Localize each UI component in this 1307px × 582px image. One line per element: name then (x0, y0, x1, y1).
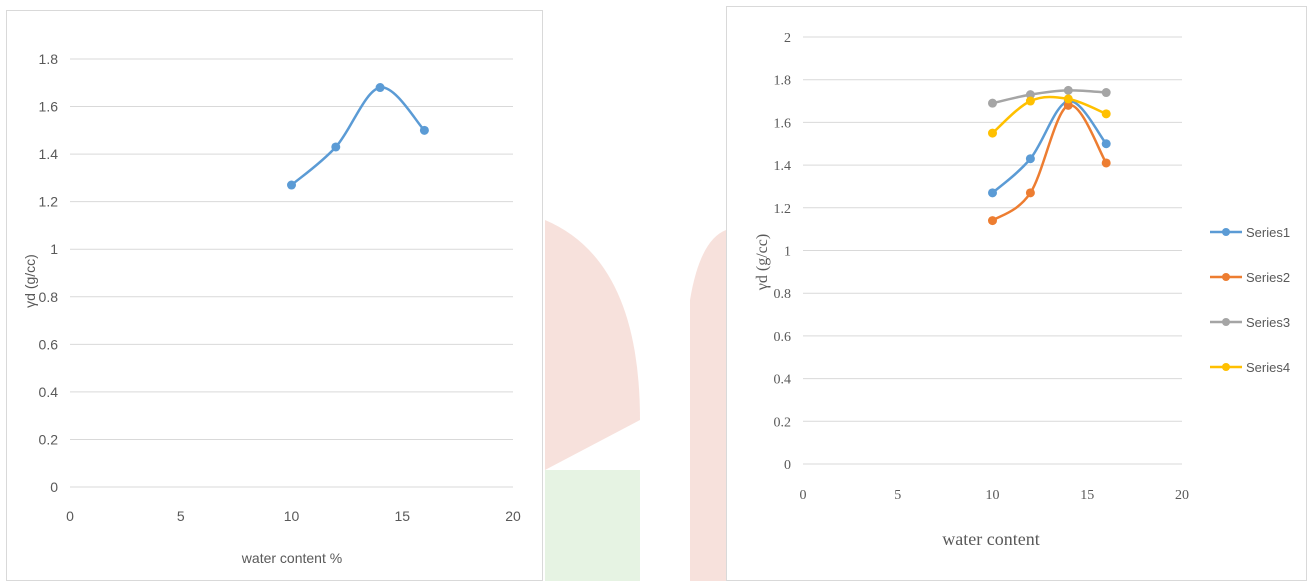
data-point-s1-2 (331, 142, 341, 152)
y-tick-label: 0.8 (39, 289, 59, 305)
data-point-s3-4 (1101, 88, 1111, 98)
x-tick-label: 10 (284, 508, 300, 524)
data-point-s2-4 (1101, 158, 1111, 168)
x-tick-label: 20 (505, 508, 521, 524)
y-tick-label: 1.6 (774, 116, 792, 131)
data-point-s3-2 (1025, 90, 1035, 100)
y-tick-label: 1 (784, 245, 791, 260)
legend-marker-4 (1222, 363, 1230, 371)
y-tick-label: 0.6 (774, 330, 792, 345)
x-tick-label: 15 (1080, 488, 1094, 503)
data-point-s2-1 (988, 216, 997, 226)
y-tick-label: 0.8 (774, 287, 792, 302)
x-tick-label: 5 (177, 508, 185, 524)
x-tick-label: 0 (66, 508, 74, 524)
data-point-s4-3 (1063, 94, 1073, 104)
watermark-red-shape-2 (690, 230, 726, 581)
series-line-1 (991, 99, 1108, 194)
y-tick-label: 1.2 (39, 194, 59, 210)
y-tick-label: 1.2 (774, 202, 792, 217)
data-point-s3-1 (988, 98, 997, 108)
legend-label-4: Series4 (1246, 360, 1290, 375)
chart-panel-left: 0 0.2 0.4 0.6 0.8 1 1.2 1.4 1.6 1.8 0 5 10 15 20 wate… (6, 10, 543, 581)
x-tick-label: 5 (894, 488, 901, 503)
data-point-s2-2 (1025, 188, 1035, 198)
series-line-3 (992, 89, 1107, 105)
legend-label-1: Series1 (1246, 225, 1290, 240)
data-point-s1-2 (1025, 154, 1035, 164)
data-point-s1-4 (1101, 139, 1111, 149)
x-tick-label: 0 (800, 488, 807, 503)
y-tick-label: 0.2 (774, 415, 792, 430)
x-tick-label: 20 (1175, 488, 1189, 503)
chart-panel-right: 0 0.2 0.4 0.6 0.8 1 1.2 1.4 1.6 1.8 2 0 5 10 15 20 Ser… (726, 6, 1307, 581)
y-tick-label: 0.4 (774, 373, 792, 388)
x-tick-label: 15 (394, 508, 410, 524)
data-point-s1-3 (375, 83, 385, 93)
x-axis-title: water content % (241, 550, 342, 566)
y-tick-label: 1 (50, 241, 58, 257)
series-line-4 (991, 95, 1107, 135)
y-tick-label: 0.6 (39, 336, 59, 352)
series-line-1 (290, 86, 426, 186)
data-point-s1-4 (419, 125, 429, 135)
legend-marker-2 (1222, 273, 1230, 281)
data-point-s4-2 (1025, 96, 1035, 106)
data-point-s1-1 (287, 180, 296, 190)
data-point-s3-3 (1063, 85, 1073, 95)
legend-marker-1 (1222, 228, 1230, 236)
y-axis-title: γd (g/cc) (754, 234, 771, 291)
x-tick-label: 10 (986, 488, 1000, 503)
data-point-s4-1 (988, 128, 997, 138)
watermark-green-shape (545, 470, 640, 581)
y-tick-label: 0 (784, 458, 791, 473)
y-tick-label: 2 (784, 31, 791, 46)
y-tick-label: 1.4 (39, 146, 59, 162)
chart-right: 0 0.2 0.4 0.6 0.8 1 1.2 1.4 1.6 1.8 2 0 5 10 15 20 Ser… (754, 31, 1290, 549)
data-point-s2-3 (1063, 100, 1073, 110)
legend-marker-3 (1222, 318, 1230, 326)
y-tick-label: 1.4 (774, 159, 792, 174)
y-tick-label: 1.8 (39, 51, 59, 67)
y-tick-label: 1.8 (774, 74, 792, 89)
chart-left: 0 0.2 0.4 0.6 0.8 1 1.2 1.4 1.6 1.8 0 5 10 15 20 wate… (22, 51, 521, 566)
watermark-red-shape (545, 220, 640, 470)
legend-label-2: Series2 (1246, 270, 1290, 285)
data-point-s4-4 (1101, 109, 1111, 119)
y-tick-label: 1.6 (39, 99, 59, 115)
y-tick-label: 0 (50, 479, 58, 495)
y-tick-label: 0.4 (39, 384, 59, 400)
y-axis-title: γd (g/cc) (22, 254, 38, 308)
y-tick-label: 0.2 (39, 431, 59, 447)
data-point-s1-1 (988, 188, 997, 198)
legend-label-3: Series3 (1246, 315, 1290, 330)
series-line-2 (991, 104, 1108, 222)
x-axis-title: water content (942, 529, 1039, 549)
